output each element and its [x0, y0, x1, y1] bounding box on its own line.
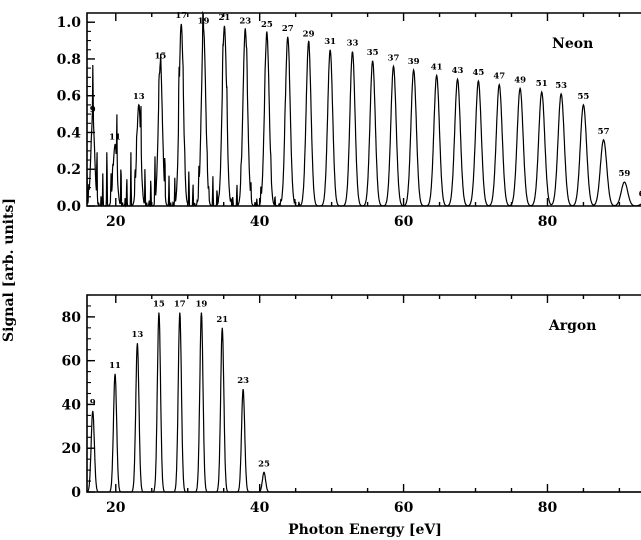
argon-harmonic-label: 15 — [153, 300, 165, 310]
argon-x-tick-label: 60 — [394, 500, 414, 516]
neon-harmonic-label: 27 — [282, 24, 294, 34]
neon-harmonic-label: 29 — [303, 29, 315, 39]
neon-y-tick-label: 0.8 — [57, 52, 81, 68]
neon-y-tick-label: 0.6 — [57, 89, 81, 105]
argon-harmonic-label: 25 — [258, 459, 270, 469]
neon-y-tick-label: 0.0 — [57, 199, 82, 215]
neon-harmonic-label: 25 — [261, 20, 273, 30]
neon-y-tick-label: 0.2 — [57, 162, 81, 178]
argon-x-tick-label: 40 — [250, 500, 270, 516]
neon-harmonic-label: 17 — [175, 11, 187, 21]
neon-harmonic-label: 13 — [133, 92, 145, 102]
argon-y-tick-label: 20 — [62, 441, 82, 457]
neon-harmonic-label: 47 — [493, 72, 505, 82]
x-axis-title: Photon Energy [eV] — [288, 522, 442, 538]
argon-spectrum-line — [86, 312, 641, 493]
argon-series-label: Argon — [548, 318, 597, 334]
neon-x-tick-label: 80 — [538, 214, 558, 230]
neon-harmonic-label: 57 — [598, 127, 610, 137]
argon-harmonic-label: 11 — [109, 361, 121, 371]
argon-y-tick-label: 80 — [62, 310, 82, 326]
argon-y-tick-label: 40 — [62, 397, 82, 413]
neon-harmonic-label: 53 — [555, 81, 567, 91]
neon-harmonic-label: 37 — [388, 53, 400, 63]
argon-harmonic-label: 13 — [131, 330, 143, 340]
neon-harmonic-label: 39 — [408, 57, 420, 67]
argon-x-tick-label: 20 — [106, 500, 126, 516]
neon-harmonic-label: 9 — [90, 105, 96, 115]
argon-harmonic-label: 17 — [174, 300, 186, 310]
neon-harmonic-label: 15 — [154, 51, 166, 61]
neon-harmonic-label: 51 — [536, 79, 548, 89]
neon-harmonic-label: 55 — [578, 92, 590, 102]
argon-harmonic-label: 19 — [195, 300, 207, 310]
neon-harmonic-label: 19 — [198, 17, 210, 27]
neon-harmonic-label: 61 — [639, 189, 641, 199]
argon-harmonic-label: 21 — [216, 315, 228, 325]
neon-harmonic-label: 35 — [367, 48, 379, 58]
argon-panel: 9 11 13 15 17 19 21 23 25 20 40 60 80 0 20 40 60 80 Argon — [62, 294, 641, 516]
neon-panel: 9 11 13 15 17 19 21 23 25 27 29 31 33 35 37 39 41 43 45 47 4… — [57, 10, 641, 230]
neon-harmonic-label: 45 — [472, 68, 484, 78]
argon-y-tick-label: 60 — [62, 354, 82, 370]
neon-harmonic-label: 41 — [431, 62, 443, 72]
argon-x-tick-label: 80 — [538, 500, 558, 516]
neon-harmonic-label: 43 — [452, 66, 464, 76]
argon-harmonic-label: 9 — [90, 398, 96, 408]
neon-harmonic-label: 59 — [619, 169, 631, 179]
y-axis-title: Signal [arb. units] — [1, 198, 17, 342]
neon-y-tick-label: 1.0 — [57, 15, 82, 31]
neon-harmonic-label: 31 — [324, 37, 336, 47]
neon-harmonic-label: 33 — [347, 39, 359, 49]
neon-harmonic-label: 11 — [109, 132, 121, 142]
argon-harmonic-label: 23 — [237, 376, 249, 386]
neon-y-tick-label: 0.4 — [57, 125, 82, 141]
neon-harmonic-label: 21 — [218, 13, 230, 23]
neon-spectrum-line — [86, 10, 641, 208]
neon-x-tick-label: 40 — [250, 214, 270, 230]
neon-x-tick-label: 60 — [394, 214, 414, 230]
argon-y-tick-label: 0 — [71, 485, 81, 501]
neon-harmonic-label: 23 — [239, 17, 251, 27]
neon-harmonic-label: 49 — [514, 75, 526, 85]
neon-x-tick-label: 20 — [106, 214, 126, 230]
neon-series-label: Neon — [552, 36, 593, 52]
